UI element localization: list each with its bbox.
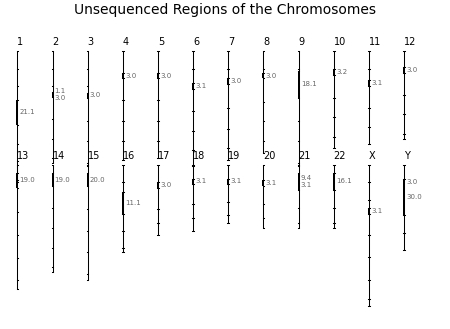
Bar: [16, 173, 18, 188]
Text: 30.0: 30.0: [406, 194, 422, 200]
Text: 22: 22: [334, 151, 346, 161]
Text: 1.1
3.0: 1.1 3.0: [55, 88, 66, 101]
Text: 4: 4: [123, 38, 129, 47]
Text: 7: 7: [228, 38, 234, 47]
Text: 8: 8: [263, 38, 270, 47]
Text: 20: 20: [263, 151, 276, 161]
Text: 6: 6: [193, 38, 199, 47]
Bar: [403, 67, 405, 73]
Text: 3.1: 3.1: [266, 180, 277, 187]
Bar: [157, 182, 159, 188]
Text: X: X: [369, 151, 375, 161]
Text: 3.0: 3.0: [230, 78, 242, 84]
Text: 13: 13: [18, 151, 30, 161]
Text: 11: 11: [369, 38, 381, 47]
Bar: [333, 69, 335, 75]
Text: 3.1: 3.1: [371, 80, 382, 86]
Text: 3.1: 3.1: [195, 83, 207, 89]
Text: 5: 5: [158, 38, 164, 47]
Text: 10: 10: [334, 38, 346, 47]
Bar: [87, 93, 89, 98]
Text: 16.1: 16.1: [336, 178, 352, 185]
Text: 21: 21: [299, 151, 311, 161]
Bar: [368, 208, 370, 214]
Text: 3.0: 3.0: [125, 73, 136, 79]
Bar: [16, 100, 18, 125]
Bar: [368, 80, 370, 86]
Bar: [122, 73, 124, 78]
Text: 14: 14: [53, 151, 65, 161]
Bar: [227, 179, 230, 184]
Text: 3: 3: [88, 38, 94, 47]
Text: 1: 1: [18, 38, 23, 47]
Bar: [297, 71, 300, 98]
Title: Unsequenced Regions of the Chromosomes: Unsequenced Regions of the Chromosomes: [74, 3, 376, 17]
Text: 11.1: 11.1: [125, 200, 141, 206]
Text: 18: 18: [193, 151, 205, 161]
Text: 3.0: 3.0: [160, 182, 171, 188]
Text: 9.4
3.1: 9.4 3.1: [301, 175, 312, 188]
Bar: [262, 181, 265, 186]
Bar: [192, 83, 194, 89]
Text: 3.0: 3.0: [266, 73, 277, 79]
Text: 16: 16: [123, 151, 135, 161]
Text: 17: 17: [158, 151, 171, 161]
Text: 19: 19: [228, 151, 241, 161]
Text: 3.1: 3.1: [371, 208, 382, 214]
Bar: [192, 179, 194, 184]
Bar: [51, 173, 54, 186]
Text: 12: 12: [404, 38, 416, 47]
Text: 2: 2: [53, 38, 59, 47]
Text: 3.0: 3.0: [406, 179, 418, 185]
Text: 19.0: 19.0: [55, 177, 71, 183]
Bar: [333, 173, 335, 190]
Text: 3.0: 3.0: [160, 73, 171, 79]
Text: 3.0: 3.0: [406, 67, 418, 73]
Text: 20.0: 20.0: [90, 177, 105, 183]
Bar: [122, 192, 124, 214]
Text: 19.0: 19.0: [19, 177, 35, 184]
Text: 3.1: 3.1: [195, 178, 207, 185]
Text: 9: 9: [299, 38, 305, 47]
Bar: [297, 173, 300, 190]
Text: 3.2: 3.2: [336, 69, 347, 75]
Text: 3.0: 3.0: [90, 92, 101, 98]
Bar: [262, 73, 265, 78]
Bar: [403, 179, 405, 215]
Text: Y: Y: [404, 151, 410, 161]
Bar: [157, 73, 159, 78]
Bar: [87, 173, 89, 186]
Bar: [51, 92, 54, 97]
Text: 3.1: 3.1: [230, 178, 242, 185]
Text: 15: 15: [88, 151, 100, 161]
Text: 18.1: 18.1: [301, 81, 316, 87]
Text: 21.1: 21.1: [19, 110, 35, 115]
Bar: [227, 78, 230, 84]
